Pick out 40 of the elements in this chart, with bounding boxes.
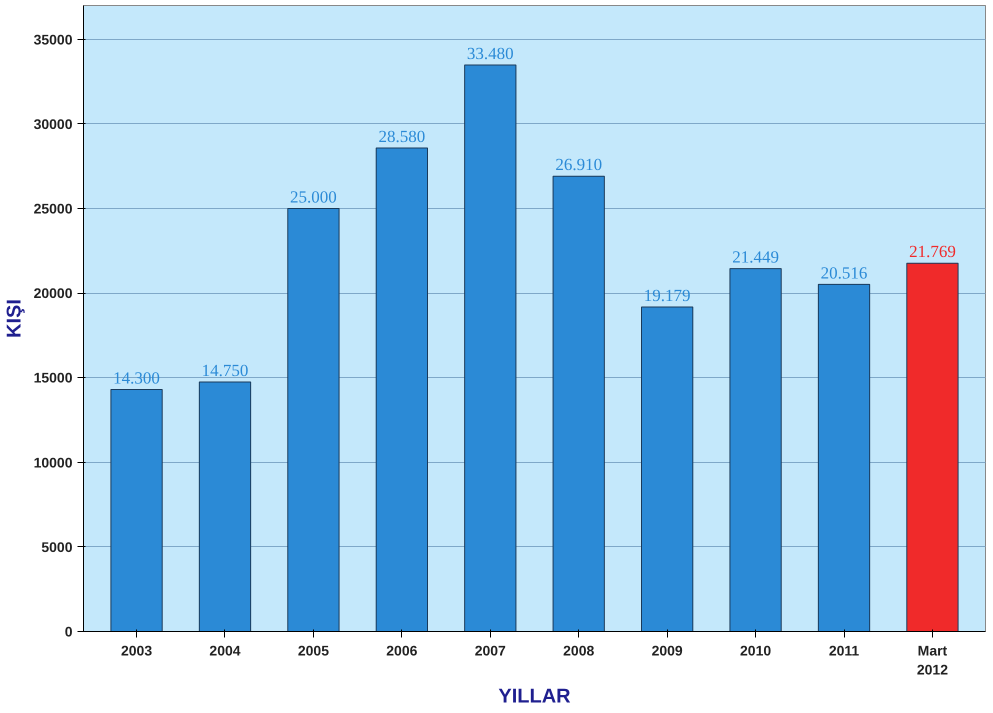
y-tick-label: 10000 bbox=[34, 454, 73, 470]
data-label: 26.910 bbox=[555, 155, 602, 174]
data-label: 25.000 bbox=[290, 188, 337, 207]
x-tick-label: Mart 2012 bbox=[916, 642, 948, 678]
bar bbox=[464, 64, 516, 632]
bar bbox=[906, 262, 959, 632]
x-tick-label: 2003 bbox=[120, 642, 152, 658]
x-tick-label: 2006 bbox=[386, 642, 418, 658]
x-tick-label: 2011 bbox=[828, 642, 860, 658]
y-tick-label: 30000 bbox=[34, 116, 73, 132]
y-tick-label: 0 bbox=[64, 624, 73, 640]
data-label: 14.300 bbox=[113, 368, 160, 388]
y-tick-label: 20000 bbox=[34, 285, 73, 302]
data-label: 28.580 bbox=[378, 126, 426, 146]
x-tick-label: 2005 bbox=[298, 642, 330, 658]
bar bbox=[641, 306, 694, 632]
bar bbox=[552, 176, 605, 632]
x-tick-label: 2004 bbox=[209, 642, 241, 658]
y-axis-title: KIŞI bbox=[4, 299, 26, 338]
bar bbox=[376, 147, 428, 632]
data-label: 14.750 bbox=[202, 360, 248, 380]
x-tick-label: 2007 bbox=[474, 642, 506, 658]
data-label: 20.516 bbox=[820, 263, 868, 282]
data-label: 21.449 bbox=[732, 248, 779, 267]
y-tick-label: 35000 bbox=[34, 31, 73, 48]
data-label: 33.480 bbox=[466, 44, 514, 64]
data-label: 21.769 bbox=[909, 242, 956, 262]
y-tick-label: 5000 bbox=[41, 538, 73, 555]
bar bbox=[198, 381, 252, 632]
bar bbox=[110, 389, 163, 632]
bar bbox=[729, 268, 782, 632]
bar bbox=[287, 208, 340, 632]
x-axis-title: YILLAR bbox=[498, 686, 572, 708]
data-label: 19.179 bbox=[644, 286, 691, 306]
y-tick-label: 15000 bbox=[34, 370, 73, 386]
x-tick-label: 2009 bbox=[652, 642, 683, 658]
y-tick-label: 25000 bbox=[34, 200, 73, 217]
x-tick-label: 2008 bbox=[563, 642, 594, 658]
x-tick-label: 2010 bbox=[740, 642, 772, 658]
bar bbox=[818, 284, 870, 632]
